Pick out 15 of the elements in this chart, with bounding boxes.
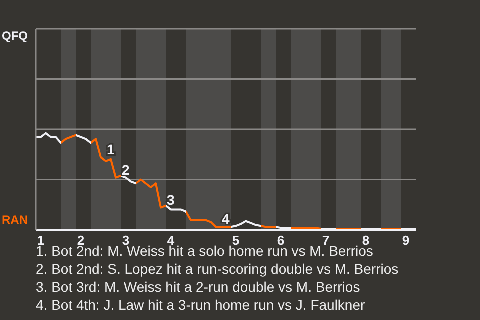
x-tick-label: 8	[362, 233, 370, 248]
x-tick-label: 5	[232, 233, 240, 248]
text: QFQ	[2, 29, 28, 43]
annotation: 1	[107, 142, 115, 158]
text: 3. Bot 3rd: M. Weiss hit a 2-run double vs M. Berrios	[36, 278, 362, 296]
x-tick-label: 7	[322, 233, 330, 248]
x-tick-label: 6	[277, 233, 285, 248]
x-tick-label: 4	[167, 233, 176, 248]
x-tick-label: 9	[402, 233, 410, 248]
text: 4. Bot 4th: J. Law hit a 3-run home run vs J. Faulkner	[36, 296, 366, 314]
text: RAN	[2, 213, 28, 227]
annotation: 3	[167, 192, 175, 208]
annotation: 4	[222, 211, 230, 228]
annotation: 2	[122, 162, 130, 178]
text: 2. Bot 2nd: S. Lopez hit a run-scoring double vs M. Berrios	[36, 260, 399, 278]
